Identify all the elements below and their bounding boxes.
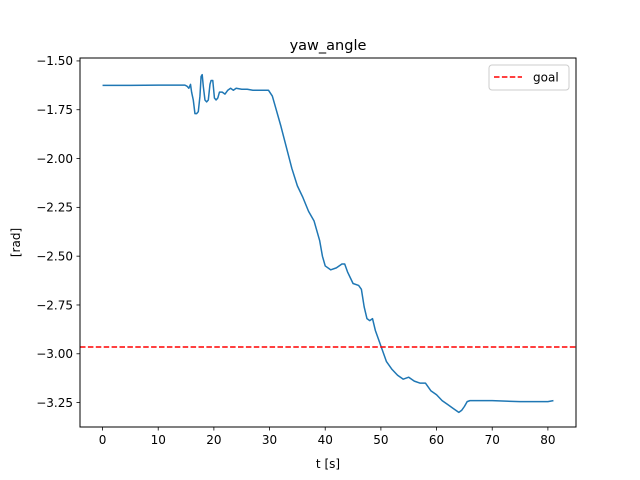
x-tick-label: 30 (262, 433, 277, 447)
legend-box (488, 64, 570, 91)
ticks-layer: 0 10 20 30 40 50 60 70 80 −3.25 −3.00 −2.75 −2.50 −2.… (36, 54, 555, 447)
legend: goal (488, 64, 570, 91)
x-axis-label: t [s] (316, 457, 340, 471)
x-tick-label: 10 (151, 433, 166, 447)
y-tick-label: −2.75 (36, 298, 73, 312)
y-tick-label: −3.25 (36, 396, 73, 410)
y-tick-label: −3.00 (36, 347, 73, 361)
chart-title: yaw_angle (290, 38, 367, 54)
y-tick-label: −2.00 (36, 152, 73, 166)
y-tick-label: −2.50 (36, 249, 73, 263)
y-axis-label: [rad] (9, 228, 23, 257)
plot-frame (79, 57, 577, 428)
series-line-yaw (102, 73, 554, 414)
y-tick-label: −2.25 (36, 201, 73, 215)
x-tick-label: 60 (429, 433, 444, 447)
x-tick-label: 70 (485, 433, 500, 447)
y-tick-label: −1.50 (36, 54, 73, 68)
x-tick-label: 50 (373, 433, 388, 447)
plot-area (80, 58, 576, 427)
x-tick-label: 80 (540, 433, 555, 447)
x-tick-label: 40 (318, 433, 333, 447)
data-layer (80, 73, 576, 414)
x-tick-label: 20 (206, 433, 221, 447)
x-tick-label: 0 (99, 433, 107, 447)
legend-goal-label: goal (533, 71, 559, 85)
y-tick-label: −1.75 (36, 103, 73, 117)
